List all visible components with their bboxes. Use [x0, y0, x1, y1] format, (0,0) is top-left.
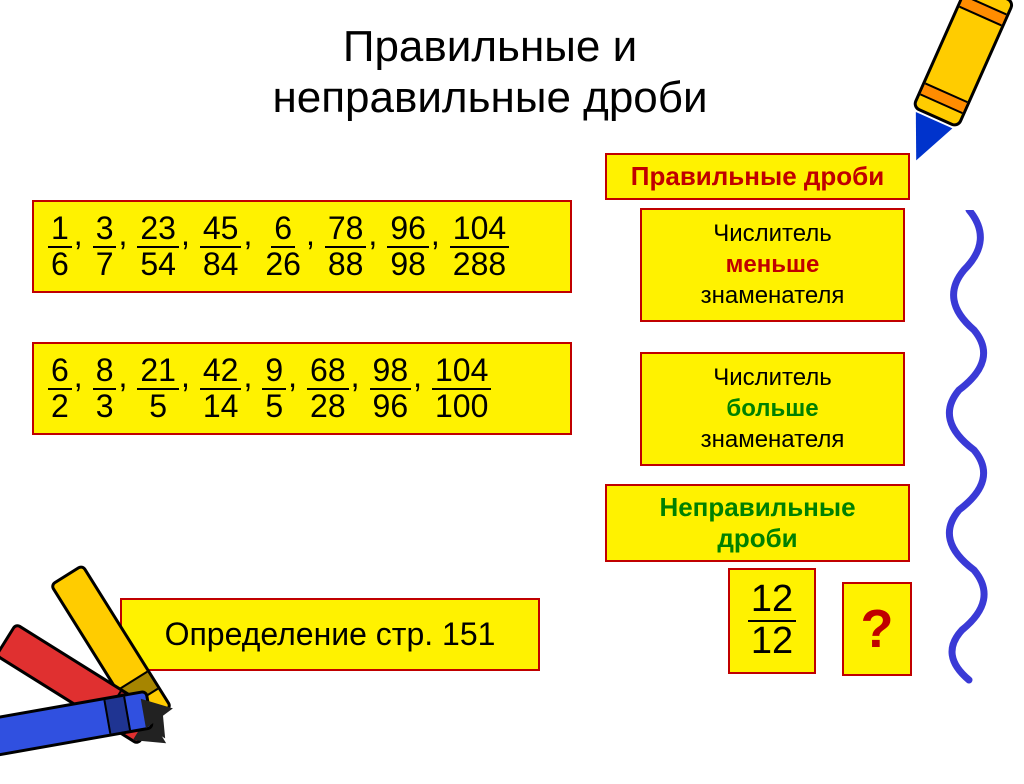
fraction: 626 [262, 212, 304, 281]
fraction-denominator: 26 [262, 248, 304, 282]
fraction-denominator: 12 [748, 622, 796, 662]
fraction: 4584 [200, 212, 242, 281]
fraction-numerator: 3 [93, 212, 117, 248]
question-mark-box: ? [842, 582, 912, 676]
fraction-numerator: 8 [93, 354, 117, 390]
fraction-denominator: 88 [325, 248, 367, 282]
proper-fractions-box: 16,37,2354,4584,626,7888,9698,104288 [32, 200, 572, 293]
comma-separator: , [288, 354, 297, 395]
comma-separator: , [431, 212, 440, 253]
desc-line: Числитель [713, 220, 832, 247]
fraction: 62 [48, 354, 72, 423]
fraction-numerator: 45 [200, 212, 242, 248]
fraction-numerator: 96 [387, 212, 429, 248]
comma-separator: , [181, 212, 190, 253]
proper-fractions-description: Числитель меньше знаменателя [640, 208, 905, 322]
fraction: 9896 [370, 354, 412, 423]
comma-separator: , [351, 354, 360, 395]
fraction-denominator: 100 [432, 390, 491, 424]
comma-separator: , [243, 354, 252, 395]
fraction-denominator: 6 [48, 248, 72, 282]
desc-accent: меньше [726, 251, 820, 278]
fraction: 215 [137, 354, 179, 423]
improper-fractions-description: Числитель больше знаменателя [640, 352, 905, 466]
improper-fractions-box: 62,83,215,4214,95,6828,9896,104100 [32, 342, 572, 435]
fraction: 6828 [307, 354, 349, 423]
label-proper-fractions: Правильные дроби [605, 153, 910, 200]
fraction-denominator: 54 [137, 248, 179, 282]
fraction-denominator: 14 [200, 390, 242, 424]
desc-line: Числитель [713, 364, 832, 391]
fraction-denominator: 5 [146, 390, 170, 424]
comma-separator: , [74, 212, 83, 253]
fraction: 2354 [137, 212, 179, 281]
slide-title: Правильные инеправильные дроби [130, 22, 850, 123]
fraction: 7888 [325, 212, 367, 281]
fraction-numerator: 1 [48, 212, 72, 248]
comma-separator: , [74, 354, 83, 395]
fraction-numerator: 9 [262, 354, 286, 390]
fraction: 16 [48, 212, 72, 281]
example-fraction-box: 12 12 [728, 568, 816, 674]
fraction: 104288 [450, 212, 509, 281]
crayon-top-right-icon [879, 0, 1024, 184]
fraction-numerator: 6 [271, 212, 295, 248]
fraction: 104100 [432, 354, 491, 423]
comma-separator: , [243, 212, 252, 253]
comma-separator: , [118, 354, 127, 395]
fraction-denominator: 84 [200, 248, 242, 282]
fraction-numerator: 78 [325, 212, 367, 248]
desc-accent: больше [726, 395, 818, 422]
fraction: 9698 [387, 212, 429, 281]
fraction-numerator: 68 [307, 354, 349, 390]
comma-separator: , [306, 212, 315, 253]
crayons-bottom-left-icon [0, 594, 198, 784]
comma-separator: , [118, 212, 127, 253]
squiggle-line-icon [944, 210, 994, 690]
comma-separator: , [368, 212, 377, 253]
fraction-denominator: 288 [450, 248, 509, 282]
example-fraction: 12 12 [748, 580, 796, 662]
comma-separator: , [181, 354, 190, 395]
fraction: 95 [262, 354, 286, 423]
fraction-numerator: 104 [450, 212, 509, 248]
fraction-numerator: 6 [48, 354, 72, 390]
fraction-numerator: 12 [748, 580, 796, 622]
desc-line: знаменателя [701, 282, 845, 309]
comma-separator: , [413, 354, 422, 395]
fraction-numerator: 23 [137, 212, 179, 248]
fraction-denominator: 98 [387, 248, 429, 282]
fraction-denominator: 28 [307, 390, 349, 424]
desc-line: знаменателя [701, 426, 845, 453]
fraction-numerator: 42 [200, 354, 242, 390]
fraction-denominator: 5 [262, 390, 286, 424]
label-improper-fractions: Неправильные дроби [605, 484, 910, 562]
fraction-denominator: 3 [93, 390, 117, 424]
fraction-numerator: 21 [137, 354, 179, 390]
fraction-denominator: 96 [370, 390, 412, 424]
fraction: 83 [93, 354, 117, 423]
fraction-denominator: 2 [48, 390, 72, 424]
fraction-numerator: 104 [432, 354, 491, 390]
fraction: 4214 [200, 354, 242, 423]
fraction-numerator: 98 [370, 354, 412, 390]
fraction-denominator: 7 [93, 248, 117, 282]
fraction: 37 [93, 212, 117, 281]
